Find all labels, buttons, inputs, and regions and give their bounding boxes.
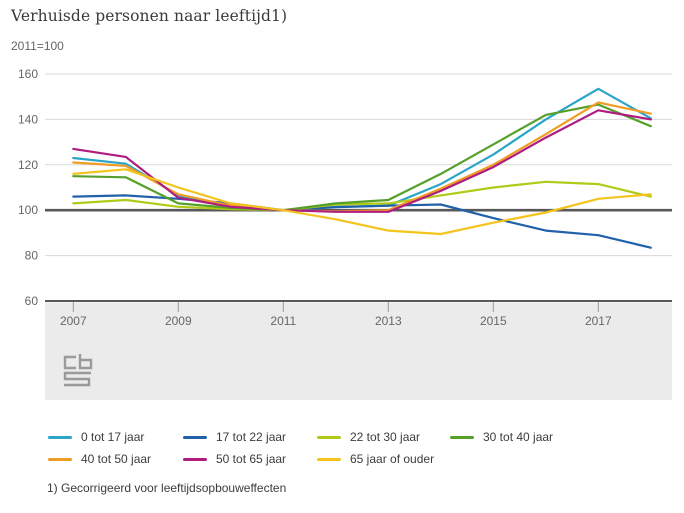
legend-label: 40 tot 50 jaar (81, 452, 152, 466)
legend-item-40-tot-50-jaar[interactable]: 40 tot 50 jaar (48, 451, 151, 467)
legend-item-22-tot-30-jaar[interactable]: 22 tot 30 jaar (317, 429, 420, 445)
y-tick-label: 120 (18, 158, 38, 172)
chart-footnote: 1) Gecorrigeerd voor leeftijdsopbouweffe… (47, 481, 287, 495)
legend-label: 50 tot 65 jaar (216, 452, 287, 466)
y-tick-label: 160 (18, 67, 38, 81)
legend-swatch (317, 457, 341, 461)
legend-item-65-jaar-of-ouder[interactable]: 65 jaar of ouder (317, 451, 434, 467)
legend-label: 65 jaar of ouder (350, 452, 435, 466)
legend-item-0-tot-17-jaar[interactable]: 0 tot 17 jaar (48, 429, 144, 445)
legend-item-17-tot-22-jaar[interactable]: 17 tot 22 jaar (183, 429, 286, 445)
legend-label: 17 tot 22 jaar (216, 430, 287, 444)
legend-swatch (183, 457, 207, 461)
legend-item-50-tot-65-jaar[interactable]: 50 tot 65 jaar (183, 451, 286, 467)
legend-item-30-tot-40-jaar[interactable]: 30 tot 40 jaar (450, 429, 553, 445)
series-line-30-tot-40-jaar (72, 103, 652, 212)
chart-subtitle: 2011=100 (11, 39, 64, 53)
legend-label: 0 tot 17 jaar (81, 430, 145, 444)
cbs-logo (63, 354, 93, 387)
cbs-logo-letter-c (63, 355, 76, 370)
x-tick-label: 2009 (165, 314, 192, 328)
x-tick-label: 2017 (585, 314, 612, 328)
cbs-logo-letter-b (78, 354, 93, 370)
series-line-50-tot-65-jaar (72, 109, 652, 213)
y-tick-label: 100 (18, 203, 38, 217)
legend-swatch (183, 435, 207, 439)
x-tick-label: 2015 (480, 314, 507, 328)
legend-label: 30 tot 40 jaar (483, 430, 554, 444)
series-line-22-tot-30-jaar (72, 180, 652, 212)
legend-swatch (48, 457, 72, 461)
chart-title: Verhuisde personen naar leeftijd1) (11, 7, 288, 25)
series-line-65-jaar-of-ouder (72, 168, 652, 236)
x-axis-band (45, 302, 672, 400)
chart-legend: 0 tot 17 jaar 17 tot 22 jaar 22 tot 30 jaa… (0, 0, 684, 466)
series-line-0-tot-17-jaar (72, 87, 652, 212)
cbs-logo-letter-s (63, 371, 91, 387)
y-tick-label: 140 (18, 112, 38, 126)
y-tick-label: 60 (25, 294, 39, 308)
legend-swatch (317, 435, 341, 439)
legend-label: 22 tot 30 jaar (350, 430, 421, 444)
legend-swatch (48, 435, 72, 439)
y-tick-label: 80 (25, 249, 39, 263)
x-tick-label: 2011 (270, 314, 296, 328)
legend-swatch (450, 435, 474, 439)
x-tick-label: 2013 (375, 314, 402, 328)
x-tick-label: 2007 (60, 314, 87, 328)
